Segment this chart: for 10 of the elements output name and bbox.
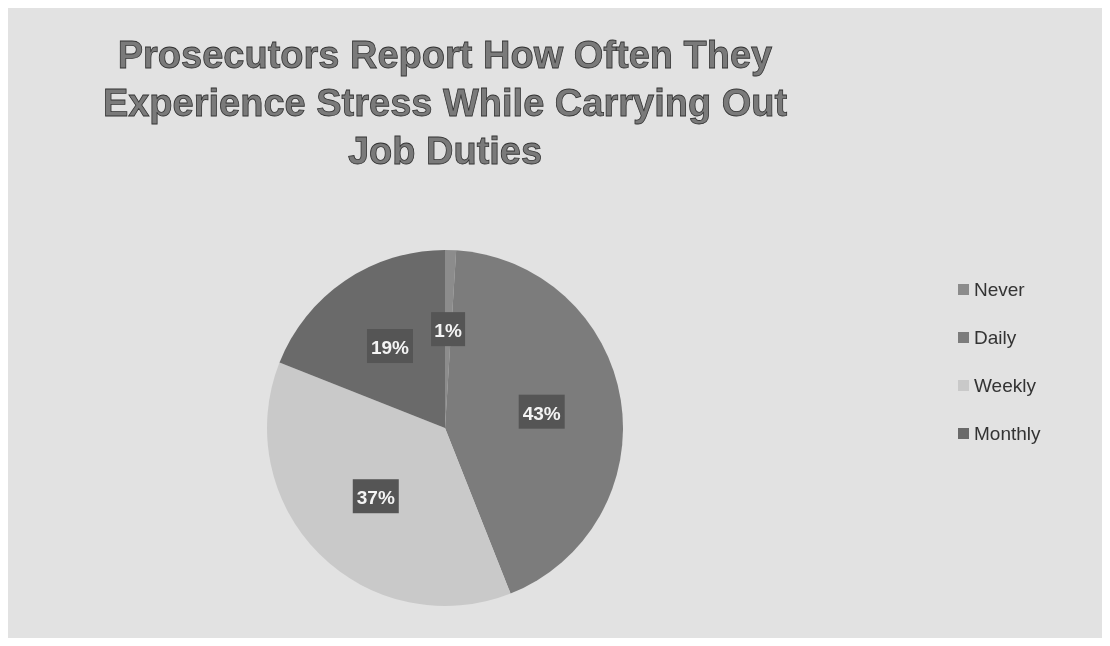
data-label: 1% [434,320,462,342]
data-label: 43% [522,402,561,424]
legend-label: Daily [974,327,1017,348]
legend-label: Never [974,279,1026,300]
data-label: 37% [356,487,395,509]
pie-slice [267,362,511,606]
legend-label: Weekly [974,375,1037,396]
legend-label: Monthly [974,423,1042,444]
data-label: 19% [370,337,410,359]
chart-title: Prosecutors Report How Often They Experience Stress While Carrying Out Job Duties [102,34,788,172]
